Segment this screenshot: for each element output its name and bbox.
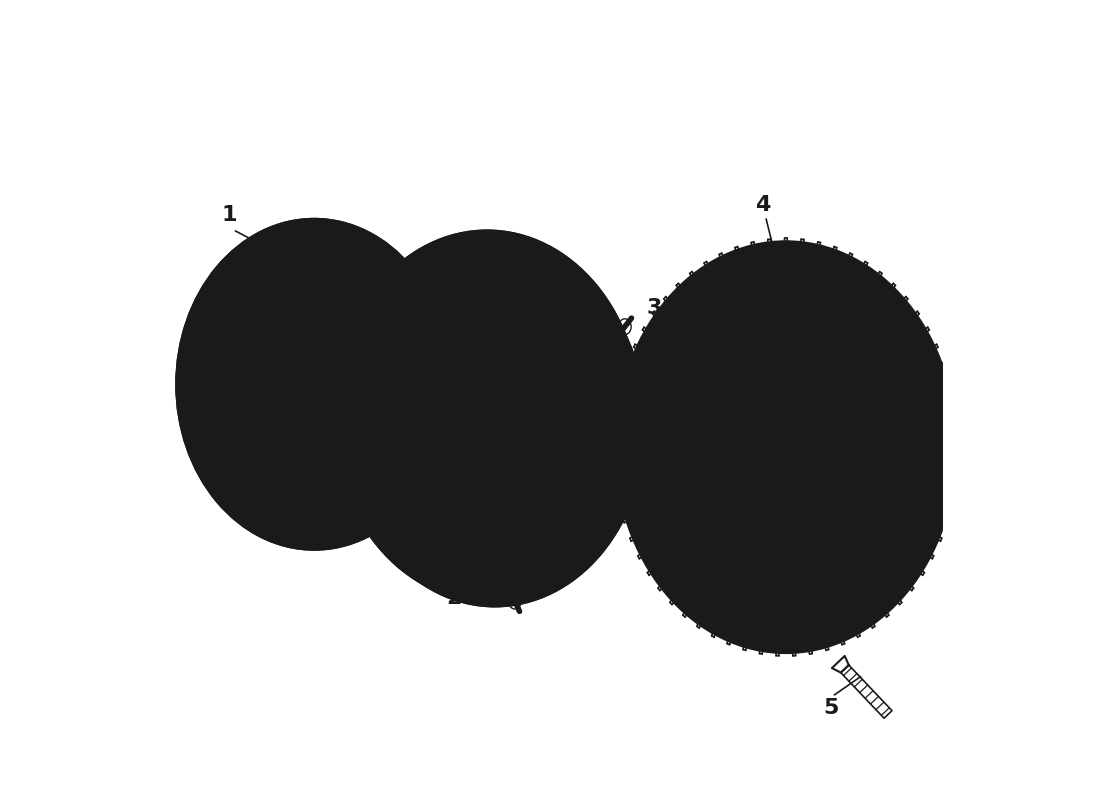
- Text: Passions
since 198: Passions since 198: [482, 420, 666, 506]
- Ellipse shape: [243, 298, 386, 470]
- Ellipse shape: [632, 262, 939, 632]
- Text: 5: 5: [823, 698, 838, 718]
- Polygon shape: [832, 656, 849, 673]
- Ellipse shape: [645, 422, 668, 450]
- Ellipse shape: [333, 231, 640, 601]
- Ellipse shape: [287, 351, 342, 418]
- Polygon shape: [840, 665, 892, 718]
- Text: 2: 2: [447, 588, 462, 608]
- Ellipse shape: [468, 392, 507, 440]
- Ellipse shape: [614, 240, 957, 654]
- Ellipse shape: [177, 219, 452, 550]
- Ellipse shape: [636, 410, 676, 461]
- Ellipse shape: [344, 244, 646, 606]
- Text: 1: 1: [221, 206, 236, 226]
- Text: 3: 3: [647, 298, 662, 318]
- Ellipse shape: [610, 378, 702, 492]
- Ellipse shape: [387, 296, 586, 536]
- Ellipse shape: [449, 370, 526, 462]
- Text: 4: 4: [755, 195, 770, 215]
- Ellipse shape: [267, 328, 361, 441]
